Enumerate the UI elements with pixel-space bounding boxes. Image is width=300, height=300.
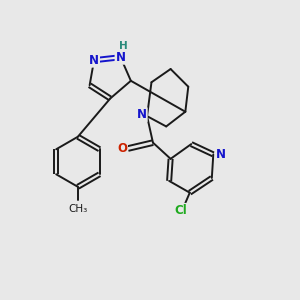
Text: N: N <box>137 108 147 121</box>
Text: N: N <box>216 148 226 161</box>
Text: H: H <box>119 41 128 51</box>
Text: N: N <box>116 51 126 64</box>
Text: CH₃: CH₃ <box>68 204 88 214</box>
Text: N: N <box>89 54 99 67</box>
Text: O: O <box>117 142 127 155</box>
Text: Cl: Cl <box>175 204 187 217</box>
